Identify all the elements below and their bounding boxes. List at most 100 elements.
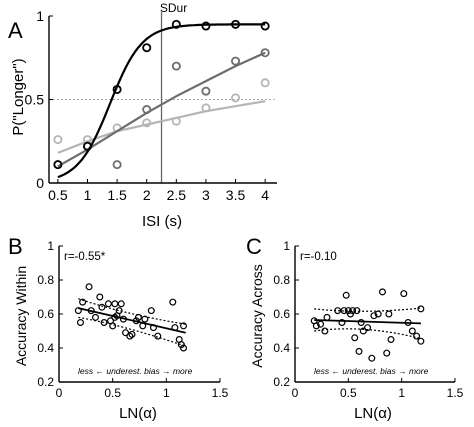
panel-a-x-tick-label: 3.5 — [226, 187, 246, 203]
panel-a-data-point — [260, 78, 270, 88]
panel-c-data-point — [387, 336, 395, 344]
panel-b-y-tick-label: 0.2 — [37, 375, 54, 389]
panel-c-data-point — [400, 290, 408, 298]
panel-b-x-tick-label: 1.5 — [212, 386, 229, 400]
panel-b-data-point — [154, 332, 162, 340]
panel-a-data-point — [171, 61, 181, 71]
panel-b-ci-lower — [78, 316, 186, 347]
panel-b-data-point — [100, 319, 108, 327]
panel-c-r-annotation: r=-0.10 — [300, 251, 337, 263]
panel-a-y-tick-label: 0 — [36, 175, 44, 191]
panel-a-data-point — [53, 160, 63, 170]
panel-c-data-point — [370, 312, 378, 320]
panel-b-data-point — [169, 298, 177, 306]
panel-a-data-point — [231, 19, 241, 29]
panel-a-data-point — [53, 135, 63, 145]
panel-b-data-point — [149, 324, 157, 332]
panel-b-data-point — [85, 283, 93, 291]
panel-b-data-point — [87, 307, 95, 315]
panel-c-data-point — [359, 327, 367, 335]
panel-c-data-point — [378, 288, 386, 296]
panel-b-x-tick-label: 0.5 — [104, 386, 121, 400]
panel-c-data-point — [338, 319, 346, 327]
panel-c-data-point — [349, 307, 357, 315]
panel-c-data-point — [317, 320, 325, 328]
panel-a-x-tick-label: 2 — [143, 187, 151, 203]
panel-a-x-tick-label: 1 — [84, 187, 92, 203]
panel-b-data-point — [109, 322, 117, 330]
panel-a-x-tick-label: 0.5 — [48, 187, 68, 203]
panel-b-data-point — [141, 315, 149, 323]
panel-a-data-point — [231, 56, 241, 66]
panel-c: C 0 0.5 1 1.5 0.2 0.4 0.6 0.8 1 r=-0.10 less ← und… — [246, 234, 464, 422]
panel-b-data-point — [128, 330, 136, 338]
panel-c-data-point — [342, 291, 350, 299]
panel-a-data-point — [142, 105, 152, 115]
panel-c-data-point — [334, 307, 342, 315]
panel-b-y-tick-label: 1 — [47, 239, 54, 253]
panel-a-x-tick-label: 2.5 — [167, 187, 187, 203]
panel-c-x-axis-label: LN(α) — [354, 405, 392, 422]
panel-b-data-point — [134, 313, 142, 321]
panel-a-data-point — [82, 141, 92, 151]
panel-c-data-point — [408, 327, 416, 335]
panel-c-data-point — [340, 307, 348, 315]
panel-c-data-point — [353, 307, 361, 315]
panel-a-data-point — [260, 48, 270, 58]
panel-c-label: C — [246, 234, 262, 259]
panel-c-y-tick-label: 0.2 — [273, 375, 290, 389]
panel-a-fit-line — [57, 100, 266, 154]
panel-c-data-point — [383, 349, 391, 357]
panel-a-fit-line — [57, 51, 266, 168]
panel-c-x-tick-label: 0.5 — [340, 386, 357, 400]
panel-a-y-tick-label: 1 — [36, 8, 44, 24]
panel-c-y-tick-label: 0.8 — [273, 273, 290, 287]
panel-b-data-point — [74, 307, 82, 315]
panel-b-bias-footnote: less ← underest. bias → more — [78, 366, 193, 376]
panel-a-sdur-label: SDur — [160, 1, 187, 15]
panel-b-data-point — [122, 329, 130, 337]
panel-a-data-point — [142, 43, 152, 53]
panel-b-data-point — [91, 313, 99, 321]
panel-c-data-point — [357, 319, 365, 327]
panel-b-r-annotation: r=-0.55* — [64, 251, 106, 263]
panel-c-data-point — [413, 332, 421, 340]
panel-c-bias-footnote: less ← underest. bias → more — [314, 366, 429, 376]
panel-c-y-tick-label: 0.6 — [273, 307, 290, 321]
panel-b-x-tick-label: 1 — [163, 386, 170, 400]
panel-c-y-tick-label: 0.4 — [273, 341, 290, 355]
panel-b-data-point — [171, 324, 179, 332]
panel-c-x-tick-label: 1.5 — [447, 386, 464, 400]
panel-b-data-point — [180, 322, 188, 330]
panel-a-data-point — [171, 116, 181, 126]
panel-a-data-point — [201, 21, 211, 31]
panel-b-x-tick-label: 0 — [56, 386, 63, 400]
panel-a-data-point — [201, 86, 211, 96]
panel-b-data-point — [180, 344, 188, 352]
panel-c-ci-upper — [314, 307, 421, 312]
panel-c-data-point — [374, 310, 382, 318]
panel-a-label: A — [8, 18, 23, 43]
panel-b-data-point — [115, 307, 123, 315]
panel-b-data-point — [111, 300, 119, 308]
panel-b-y-tick-label: 0.4 — [37, 341, 54, 355]
panel-a-data-point — [201, 103, 211, 113]
panel-b-label: B — [8, 234, 23, 259]
panel-a-data-point — [142, 118, 152, 128]
panel-a-x-axis-label: ISI (s) — [142, 213, 182, 230]
panel-c-data-point — [368, 354, 376, 362]
panel-c-y-tick-label: 1 — [283, 239, 290, 253]
panel-b-fit-line — [78, 307, 186, 334]
panel-c-x-tick-label: 1 — [398, 386, 405, 400]
panel-c-data-point — [321, 327, 329, 335]
panel-b-data-point — [96, 293, 104, 301]
panel-b-y-axis-label: Accuracy Within — [13, 266, 29, 366]
panel-c-x-tick-label: 0 — [292, 386, 299, 400]
panel-b-data-point — [147, 307, 155, 315]
panel-b-y-tick-label: 0.8 — [37, 273, 54, 287]
panel-b-data-point — [117, 300, 125, 308]
panel-a-x-tick-label: 4 — [261, 187, 269, 203]
panel-c-fit-line — [314, 319, 421, 325]
panel-c-data-point — [312, 322, 320, 330]
panel-c-data-point — [351, 334, 359, 342]
